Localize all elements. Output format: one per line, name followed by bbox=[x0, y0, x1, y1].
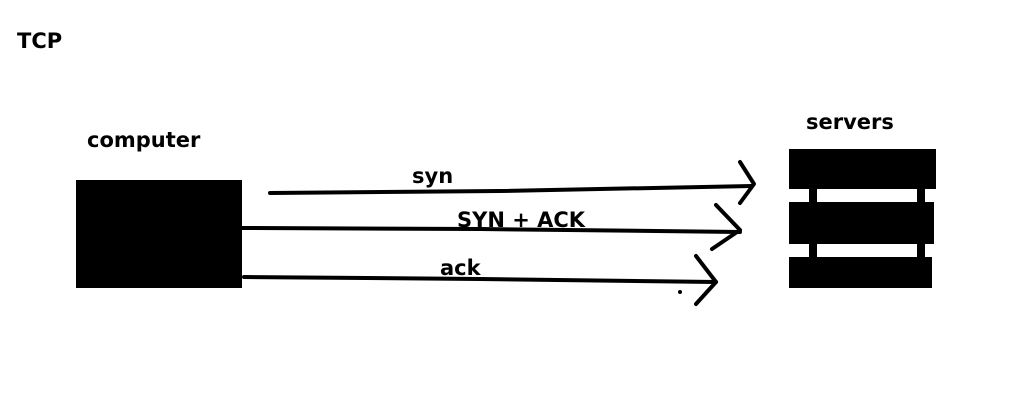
syn-arrow bbox=[268, 160, 756, 205]
ack-arrow bbox=[242, 254, 718, 306]
computer-label: computer bbox=[87, 128, 201, 152]
stray-dot bbox=[678, 290, 682, 294]
computer-box bbox=[76, 180, 242, 288]
syn-label: syn bbox=[412, 164, 454, 188]
server-connector bbox=[809, 189, 817, 202]
diagram-title: TCP bbox=[17, 29, 63, 53]
server-unit bbox=[789, 202, 934, 244]
servers-label: servers bbox=[806, 110, 894, 134]
server-unit bbox=[789, 257, 932, 288]
server-unit bbox=[789, 149, 936, 189]
ack-label: ack bbox=[440, 256, 481, 280]
synack-label: SYN + ACK bbox=[457, 208, 586, 232]
server-connector bbox=[809, 244, 817, 257]
server-stack bbox=[789, 149, 936, 288]
synack-arrow bbox=[240, 203, 742, 251]
server-connector bbox=[917, 244, 925, 257]
server-connector bbox=[917, 189, 925, 202]
